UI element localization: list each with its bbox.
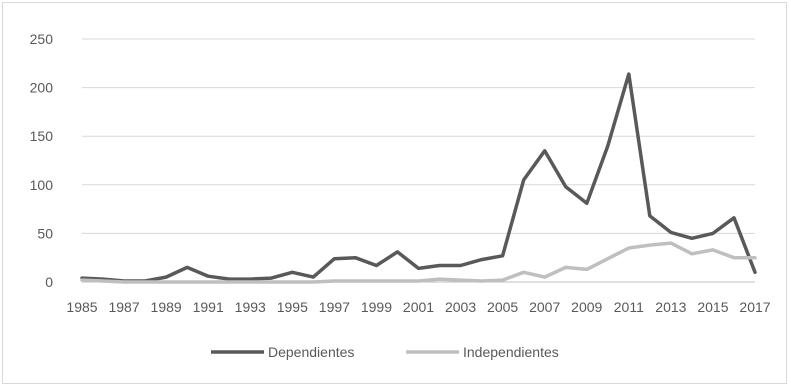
x-tick-label: 2007 bbox=[529, 299, 560, 315]
legend-label-independientes: Independientes bbox=[463, 344, 559, 360]
y-tick-label: 100 bbox=[30, 177, 54, 193]
y-tick-label: 50 bbox=[37, 225, 53, 241]
series-line-independientes bbox=[80, 241, 757, 284]
x-tick-label: 1989 bbox=[151, 299, 182, 315]
x-tick-label: 2011 bbox=[614, 299, 644, 315]
x-tick-label: 1997 bbox=[319, 299, 350, 315]
y-tick-label: 200 bbox=[30, 80, 54, 96]
x-tick-label: 1991 bbox=[193, 299, 224, 315]
x-tick-label: 1987 bbox=[108, 299, 139, 315]
series-line-dependientes bbox=[80, 72, 757, 283]
y-tick-label: 150 bbox=[30, 128, 54, 144]
x-tick-label: 1985 bbox=[66, 299, 97, 315]
x-axis-ticks: 1985 1987 1989 1991 1993 1995 1997 1999 2001 2003… bbox=[66, 299, 770, 315]
legend: Dependientes Independientes bbox=[211, 344, 559, 360]
y-axis-ticks: 0 50 100 150 200 250 bbox=[30, 31, 54, 290]
x-tick-label: 2015 bbox=[697, 299, 728, 315]
series-lines bbox=[80, 72, 757, 284]
x-tick-label: 2013 bbox=[655, 299, 686, 315]
x-tick-label: 2017 bbox=[739, 299, 770, 315]
x-tick-label: 2009 bbox=[571, 299, 602, 315]
x-tick-label: 2001 bbox=[403, 299, 434, 315]
y-tick-label: 250 bbox=[30, 31, 54, 47]
x-tick-label: 1999 bbox=[361, 299, 392, 315]
y-tick-label: 0 bbox=[45, 274, 53, 290]
x-tick-label: 2005 bbox=[487, 299, 518, 315]
x-tick-label: 1995 bbox=[277, 299, 308, 315]
x-tick-label: 2003 bbox=[445, 299, 476, 315]
legend-label-dependientes: Dependientes bbox=[268, 344, 354, 360]
x-tick-label: 1993 bbox=[235, 299, 266, 315]
chart-frame bbox=[2, 2, 787, 384]
